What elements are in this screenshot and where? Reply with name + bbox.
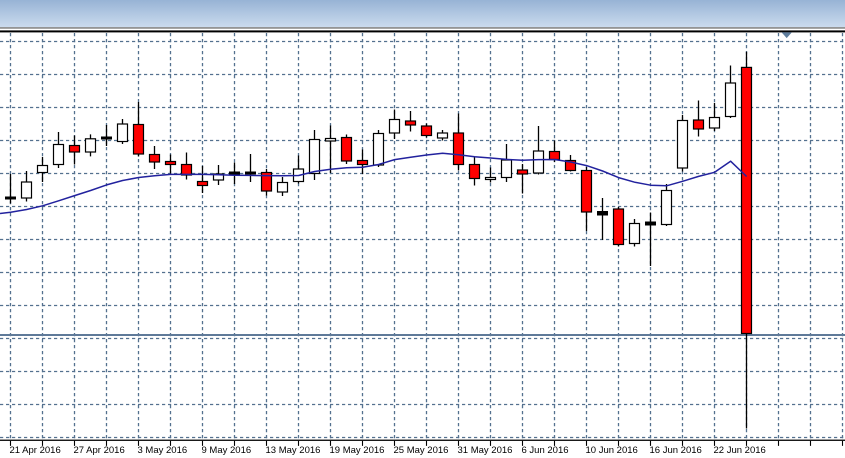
svg-text:10 Jun 2016: 10 Jun 2016 xyxy=(586,445,638,456)
svg-text:22 Jun 2016: 22 Jun 2016 xyxy=(714,445,766,456)
svg-text:21 Apr 2016: 21 Apr 2016 xyxy=(10,445,61,456)
svg-text:19 May 2016: 19 May 2016 xyxy=(330,445,385,456)
svg-text:27 Apr 2016: 27 Apr 2016 xyxy=(74,445,125,456)
svg-text:6 Jun 2016: 6 Jun 2016 xyxy=(522,445,569,456)
svg-text:31 May 2016: 31 May 2016 xyxy=(458,445,513,456)
svg-text:3 May 2016: 3 May 2016 xyxy=(138,445,188,456)
svg-text:16 Jun 2016: 16 Jun 2016 xyxy=(650,445,702,456)
svg-text:13 May 2016: 13 May 2016 xyxy=(266,445,321,456)
svg-text:25 May 2016: 25 May 2016 xyxy=(394,445,449,456)
svg-text:9 May 2016: 9 May 2016 xyxy=(202,445,252,456)
